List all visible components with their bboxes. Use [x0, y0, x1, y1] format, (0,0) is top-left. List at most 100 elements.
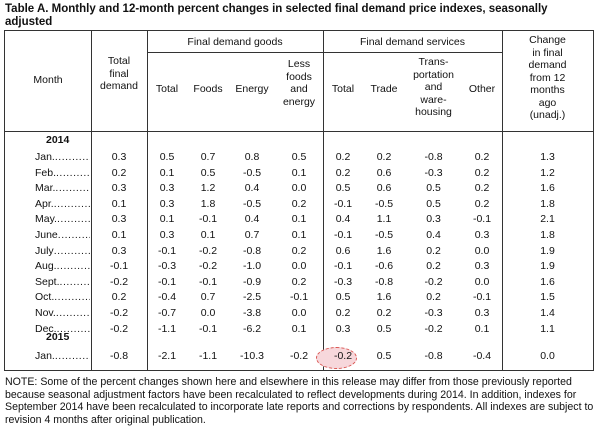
header-energy: Energy: [235, 83, 269, 95]
header-line: Change: [529, 34, 566, 46]
cell-services-total: 0.2: [335, 307, 351, 319]
header-foods: Foods: [193, 83, 223, 95]
cell-total-final-demand: 0.1: [111, 229, 127, 241]
cell-less-foods-energy: 0.1: [291, 213, 307, 226]
cell-change-12-months: 1.5: [540, 291, 555, 304]
cell-goods-total: -1.1: [157, 322, 177, 335]
cell-foods: -0.2: [198, 260, 218, 273]
cell-less-foods-energy: -0.2: [289, 350, 309, 362]
cell-services-total: -0.3: [333, 275, 353, 288]
cell-transportation: -0.8: [424, 151, 443, 163]
cell-trade: 0.2: [376, 151, 392, 163]
cell-energy: -2.5: [242, 291, 262, 304]
cell-trade: 0.2: [376, 307, 392, 319]
cell-services-total: -0.2: [333, 350, 353, 362]
cell-energy: -10.3: [240, 350, 264, 362]
column-rule: [502, 31, 503, 370]
cell-other: -0.1: [472, 213, 492, 226]
header-line: housing: [415, 106, 452, 118]
cell-total-final-demand: 0.3: [111, 151, 127, 163]
cell-change-12-months: 1.9: [540, 260, 555, 273]
cell-change-12-months: 1.8: [540, 229, 555, 241]
cell-services-total: 0.6: [335, 244, 351, 257]
month-label: Jan.: [35, 348, 90, 364]
cell-goods-total: -0.1: [157, 275, 177, 288]
month-label: July: [35, 243, 90, 259]
cell-goods-total: 0.1: [159, 166, 175, 179]
cell-transportation: 0.2: [426, 260, 441, 273]
cell-total-final-demand: -0.2: [109, 322, 129, 335]
cell-energy: -6.2: [242, 322, 262, 335]
cell-goods-total: -0.7: [157, 307, 177, 319]
header-line: energy: [282, 95, 316, 108]
header-line: and: [290, 83, 308, 95]
cell-trade: 0.5: [376, 322, 392, 335]
cell-other: 0.0: [474, 244, 490, 257]
cell-trade: -0.5: [374, 229, 394, 241]
cell-transportation: 0.4: [426, 229, 441, 241]
cell-trade: -0.8: [374, 275, 394, 288]
cell-less-foods-energy: 0.1: [291, 322, 307, 335]
cell-goods-total: 0.5: [159, 151, 175, 163]
cell-foods: 0.1: [200, 229, 216, 241]
cell-goods-total: -0.4: [157, 291, 177, 304]
cell-less-foods-energy: 0.1: [291, 229, 307, 241]
cell-change-12-months: 1.9: [540, 244, 555, 257]
header-services-total: Total: [331, 83, 355, 95]
cell-foods: 0.0: [200, 307, 216, 319]
cell-services-total: 0.5: [335, 291, 351, 304]
cell-transportation: 0.2: [426, 244, 441, 257]
header-line: from 12: [529, 71, 566, 84]
cell-services-total: -0.1: [333, 229, 353, 241]
header-line: ware-: [420, 93, 447, 106]
cell-foods: -1.1: [198, 350, 218, 362]
cell-goods-total: 0.3: [159, 182, 175, 195]
cell-other: 0.0: [474, 275, 490, 288]
month-label: Oct.: [35, 289, 90, 305]
table-title: Table A. Monthly and 12-month percent ch…: [5, 3, 548, 28]
month-label: May.: [35, 211, 90, 227]
cell-other: 0.2: [474, 197, 490, 210]
cell-change-12-months: 1.1: [540, 322, 555, 335]
cell-foods: -0.2: [198, 244, 218, 257]
cell-change-12-months: 1.6: [540, 182, 555, 195]
highlight-oval: [316, 347, 357, 369]
header-line: in final: [532, 46, 563, 59]
cell-energy: -0.9: [242, 275, 262, 288]
header-line: ago: [538, 96, 557, 109]
cell-services-total: 0.2: [335, 151, 351, 163]
cell-transportation: -0.3: [424, 307, 443, 319]
cell-services-total: 0.5: [335, 182, 351, 195]
month-label: Feb.: [35, 165, 90, 181]
cell-total-final-demand: -0.1: [109, 260, 129, 273]
cell-foods: -0.1: [198, 275, 218, 288]
cell-less-foods-energy: 0.5: [291, 151, 307, 163]
header-line: foods: [286, 70, 312, 83]
cell-trade: 0.5: [376, 350, 392, 362]
cell-other: -0.4: [472, 350, 492, 362]
cell-transportation: -0.8: [424, 350, 443, 362]
cell-change-12-months: 2.1: [540, 213, 555, 226]
cell-foods: -0.1: [198, 322, 218, 335]
cell-energy: 0.7: [244, 229, 260, 241]
cell-energy: -0.5: [242, 166, 262, 179]
cell-goods-total: -2.1: [157, 350, 177, 362]
header-month: Month: [33, 74, 63, 86]
month-label: June: [35, 227, 90, 243]
cell-foods: 0.5: [200, 166, 216, 179]
header-line: demand: [100, 80, 138, 92]
cell-foods: 0.7: [200, 291, 216, 304]
cell-total-final-demand: -0.2: [109, 307, 129, 319]
month-label: Nov.: [35, 305, 90, 321]
header-less-foods-energy: Less foods and energy: [275, 58, 323, 108]
cell-services-total: 0.4: [335, 213, 351, 226]
column-rule: [91, 31, 92, 370]
cell-trade: -0.6: [374, 260, 394, 273]
cell-services-total: -0.1: [333, 197, 353, 210]
cell-transportation: 0.3: [426, 213, 441, 226]
cell-other: 0.1: [474, 322, 490, 335]
cell-transportation: 0.2: [426, 291, 441, 304]
cell-less-foods-energy: 0.0: [291, 182, 307, 195]
cell-total-final-demand: -0.8: [109, 350, 129, 362]
cell-foods: -0.1: [198, 213, 218, 226]
